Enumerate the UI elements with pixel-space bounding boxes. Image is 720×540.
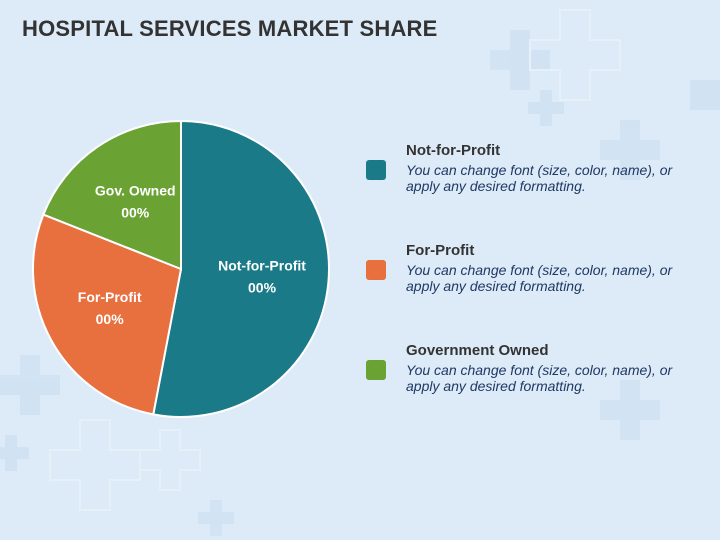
- pie-slice: [152, 119, 330, 418]
- legend-swatch: [366, 360, 386, 380]
- pie-slice: [32, 213, 183, 416]
- legend-swatch: [366, 160, 386, 180]
- pie-slice: [42, 119, 182, 271]
- slice-value-label: 00%: [96, 311, 125, 327]
- slice-value-label: 00%: [121, 204, 150, 220]
- slice-label: Gov. Owned: [95, 182, 176, 198]
- legend-name: For-Profit: [406, 242, 475, 259]
- background-decoration: [0, 30, 720, 536]
- legend-description: You can change font (size, color, name),…: [406, 262, 673, 294]
- legend-description: You can change font (size, color, name),…: [406, 362, 673, 394]
- slice-value-label: 00%: [248, 279, 277, 295]
- legend-name: Government Owned: [406, 342, 549, 359]
- legend-name: Not-for-Profit: [406, 142, 501, 159]
- slice-label: Not-for-Profit: [218, 257, 306, 273]
- background-outline: [49, 9, 621, 511]
- legend-description: You can change font (size, color, name),…: [406, 162, 673, 194]
- slice-label: For-Profit: [78, 289, 142, 305]
- legend-swatch: [366, 260, 386, 280]
- title: HOSPITAL SERVICES MARKET SHARE: [22, 16, 438, 41]
